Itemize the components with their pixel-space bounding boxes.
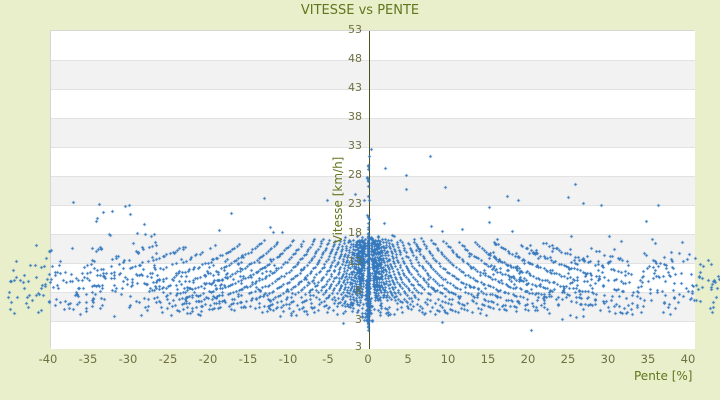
y-tick-label: 18 [348, 226, 362, 239]
x-tick-label: 40 [680, 352, 696, 366]
y-bottom-label: 3 [355, 340, 362, 353]
x-tick-label: -40 [38, 352, 58, 366]
y-tick-label: 28 [348, 168, 362, 181]
y-tick-label: 53 [348, 23, 362, 36]
y-tick-label: 43 [348, 81, 362, 94]
y-tick-label: 8 [355, 284, 362, 297]
x-tick-label: 5 [404, 352, 412, 366]
y-tick-label: 48 [348, 52, 362, 65]
x-tick-label: 25 [560, 352, 576, 366]
y-axis-title: Vitesse [km/h] [331, 156, 345, 244]
x-tick-label: -15 [238, 352, 258, 366]
x-tick-label: -20 [198, 352, 218, 366]
y-tick-label: 23 [348, 197, 362, 210]
x-tick-label: -5 [322, 352, 334, 366]
x-axis-title: Pente [%] [634, 369, 693, 383]
x-tick-label: 10 [440, 352, 456, 366]
x-tick-label: 30 [600, 352, 616, 366]
x-tick-label: 20 [520, 352, 536, 366]
x-tick-label: -10 [278, 352, 298, 366]
x-tick-label: 0 [364, 352, 372, 366]
x-tick-label: -25 [158, 352, 178, 366]
x-tick-label: -35 [78, 352, 98, 366]
y-tick-label: 38 [348, 110, 362, 123]
x-tick-label: 35 [640, 352, 656, 366]
y-tick-label: 33 [348, 139, 362, 152]
y-tick-label: 3 [355, 313, 362, 326]
x-tick-label: 15 [480, 352, 496, 366]
x-tick-label: -30 [118, 352, 138, 366]
y-tick-label: 13 [348, 255, 362, 268]
